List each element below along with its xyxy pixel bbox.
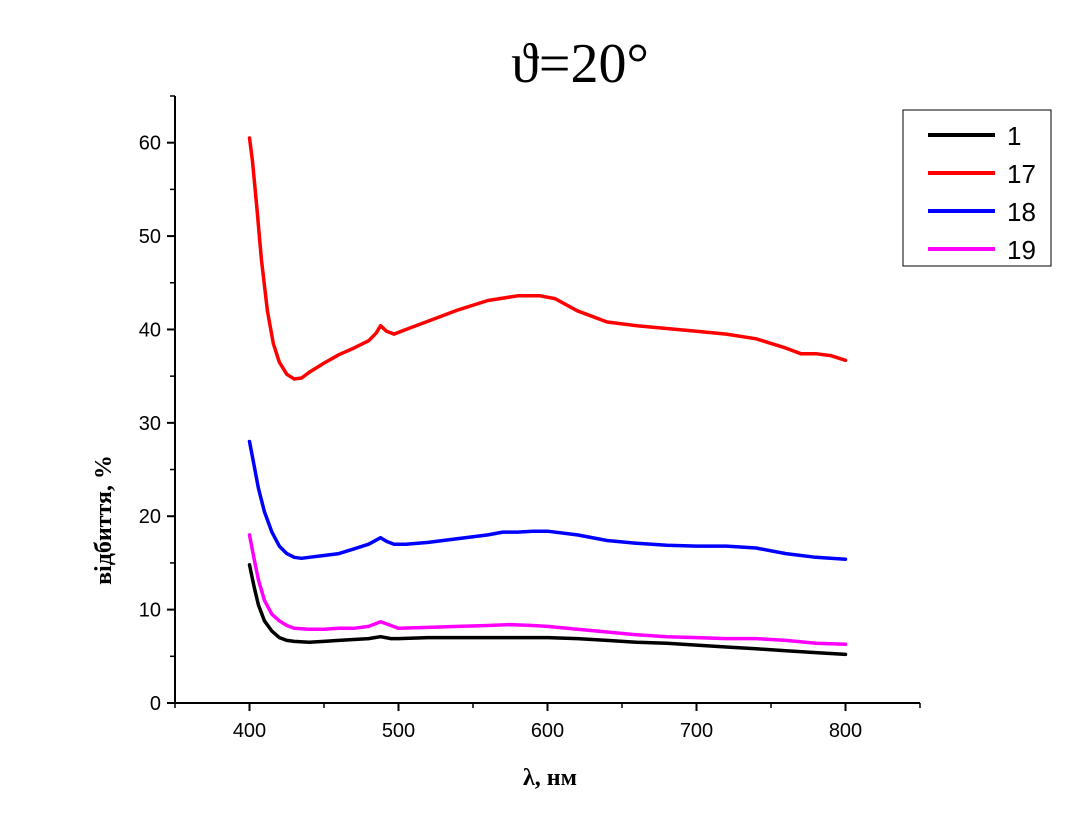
plot-area: 0 10 20 30 40 50 60 400 500 600 700 800 [139,95,921,742]
x-tick-label: 400 [233,720,266,742]
chart-title: ϑ=20° [511,33,649,95]
x-tick-label: 700 [680,720,713,742]
x-axis-label: λ, нм [523,765,577,791]
legend-label-1: 1 [1007,121,1021,151]
legend-label-18: 18 [1007,197,1036,227]
x-tick-label: 500 [382,720,415,742]
y-axis-ticks: 0 10 20 30 40 50 60 [139,95,175,715]
series-lines [247,136,848,657]
y-tick-label: 50 [139,226,161,248]
series-line-18 [247,439,848,561]
y-axis-label: відбиття, % [91,455,117,585]
y-tick-label: 30 [139,413,161,435]
y-tick-label: 20 [139,506,161,528]
series-line-1 [247,563,848,657]
series-line-17 [247,136,848,381]
y-tick-label: 0 [150,693,161,715]
series-line-19 [247,533,848,646]
legend-label-19: 19 [1007,235,1036,265]
y-tick-label: 60 [139,133,161,155]
legend-label-17: 17 [1007,159,1036,189]
x-tick-label: 800 [829,720,862,742]
y-tick-label: 10 [139,600,161,622]
legend: 1 17 18 19 [902,109,1052,267]
y-tick-label: 40 [139,319,161,341]
x-axis-ticks: 400 500 600 700 800 [174,703,921,742]
x-tick-label: 600 [531,720,564,742]
